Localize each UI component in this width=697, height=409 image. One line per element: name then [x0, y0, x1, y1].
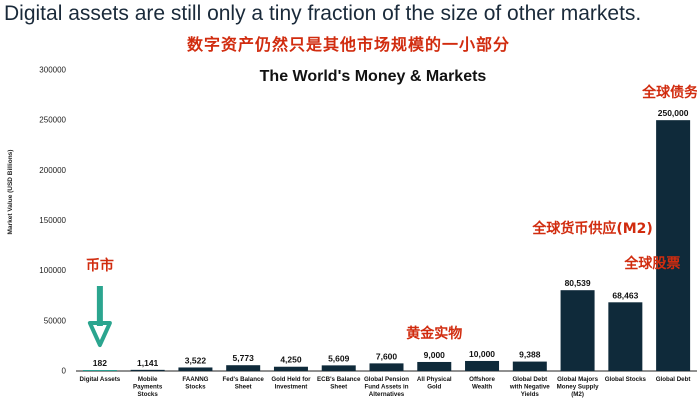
bar-value-label: 1,141 — [137, 358, 159, 368]
annotation-label: 全球股票 — [623, 255, 680, 272]
bar-value-label: 250,000 — [658, 108, 689, 118]
bar — [608, 302, 643, 371]
bar — [417, 361, 452, 371]
x-tick-label: ECB's Balance Sheet — [317, 376, 361, 391]
bar — [130, 369, 165, 371]
bar — [656, 120, 691, 372]
bar-value-label: 68,463 — [612, 290, 638, 300]
bar — [512, 361, 547, 371]
y-axis-label: Market Value (USD Billions) — [7, 150, 14, 235]
y-tick-label: 50000 — [44, 316, 67, 325]
plot-area: 0 50000 100000 150000 200000 250000 300000 182 D… — [39, 66, 697, 398]
annotation-label: 全球货币供应(M2) — [531, 220, 652, 237]
bar — [560, 290, 595, 371]
bar — [82, 370, 117, 371]
bar — [226, 365, 261, 371]
x-tick-label: Global Majors Money Supply (M2) — [557, 376, 599, 398]
x-tick-label: FAANNG Stocks — [182, 376, 208, 391]
y-tick-label: 150000 — [39, 216, 66, 225]
x-tick-label: Mobile Payments Stocks — [133, 376, 163, 398]
bar-value-label: 9,000 — [424, 350, 446, 360]
x-tick-label: Global Stocks — [605, 376, 647, 383]
headline: Digital assets are still only a tiny fra… — [4, 2, 642, 25]
bar-value-label: 10,000 — [469, 349, 495, 359]
chart-title: The World's Money & Markets — [260, 68, 487, 85]
down-arrow-head-icon — [87, 321, 112, 347]
bar-value-label: 9,388 — [519, 350, 541, 360]
x-tick-label: Fed's Balance Sheet — [223, 376, 265, 391]
bar-value-label: 80,539 — [565, 278, 591, 288]
y-tick-label: 0 — [62, 367, 67, 376]
subheadline: 数字资产仍然只是其他市场规模的一小部分 — [186, 35, 510, 54]
annotation-label: 币市 — [86, 257, 114, 274]
x-tick-label: Global Debt with Negative Yields — [509, 376, 550, 398]
bar-value-label: 5,609 — [328, 353, 350, 363]
bar-value-label: 5,773 — [233, 353, 255, 363]
bar — [369, 363, 404, 371]
bar — [321, 365, 356, 371]
x-tick-label: Digital Assets — [80, 376, 121, 383]
x-tick-label: Gold Held for Investment — [271, 376, 311, 391]
x-tick-label: Global Debt — [656, 376, 691, 383]
y-tick-label: 200000 — [39, 166, 66, 175]
bar — [465, 360, 500, 371]
y-tick-label: 100000 — [39, 266, 66, 275]
bar-value-label: 7,600 — [376, 351, 398, 361]
y-tick-label: 300000 — [39, 66, 66, 75]
bar-value-label: 4,250 — [280, 355, 302, 365]
x-tick-label: All Physical Gold — [417, 376, 452, 391]
annotation-label: 全球债务 — [641, 84, 697, 101]
x-tick-label: Global Pension Fund Assets in Alternatives — [364, 376, 409, 398]
annotation-label: 黄金实物 — [406, 325, 462, 342]
bar — [273, 366, 308, 371]
x-tick-label: Offshore Wealth — [469, 376, 495, 391]
bar-value-label: 3,522 — [185, 355, 207, 365]
bar — [178, 367, 213, 371]
y-tick-label: 250000 — [39, 116, 66, 125]
bar-value-label: 182 — [93, 358, 107, 368]
down-arrow-icon — [96, 286, 103, 326]
